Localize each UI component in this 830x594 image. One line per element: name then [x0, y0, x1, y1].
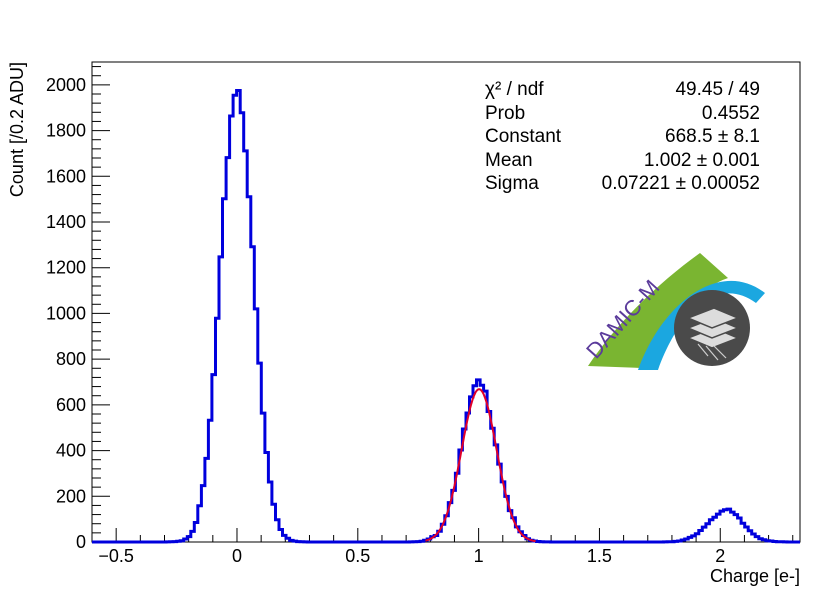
stats-key: Prob — [485, 102, 526, 124]
x-axis-label: Charge [e-] — [710, 566, 800, 586]
y-tick-label: 800 — [56, 349, 86, 369]
x-tick-label: 0.5 — [345, 546, 370, 566]
y-tick-label: 200 — [56, 486, 86, 506]
y-tick-label: 600 — [56, 395, 86, 415]
gaussian-fit-curve — [425, 388, 536, 543]
y-tick-label: 1400 — [46, 212, 86, 232]
stats-value: 49.45 / 49 — [675, 79, 760, 100]
stats-value: 0.07221 ± 0.00052 — [601, 173, 760, 194]
y-tick-label: 1200 — [46, 258, 86, 278]
x-tick-label: 1.5 — [587, 546, 612, 566]
ccd-stack-icon — [685, 307, 741, 349]
stats-value: 1.002 ± 0.001 — [643, 149, 760, 171]
x-tick-label: 0 — [232, 546, 242, 566]
y-axis-label: Count [/0.2 ADU] — [7, 62, 27, 197]
charge-histogram — [92, 89, 800, 544]
damic-m-logo: DAMIC-M — [581, 253, 765, 370]
y-tick-label: 1600 — [46, 166, 86, 186]
stats-key: Sigma — [485, 173, 539, 194]
y-tick-label: 0 — [76, 532, 86, 552]
plot-frame — [91, 61, 801, 543]
x-tick-label: 1 — [474, 546, 484, 566]
stats-value: 668.5 ± 8.1 — [665, 126, 760, 147]
stats-value: 0.4552 — [701, 102, 760, 124]
x-tick-label: −0.5 — [98, 546, 134, 566]
x-tick-label: 2 — [715, 546, 725, 566]
y-tick-label: 2000 — [46, 75, 86, 95]
logo-green-swoosh — [588, 253, 728, 368]
stats-key: χ² / ndf — [485, 79, 544, 100]
y-tick-label: 1800 — [46, 121, 86, 141]
logo-particle-tracks — [697, 343, 727, 361]
stats-key: Constant — [485, 126, 562, 147]
y-tick-label: 400 — [56, 441, 86, 461]
y-tick-label: 1000 — [46, 303, 86, 323]
stats-key: Mean — [485, 149, 533, 171]
